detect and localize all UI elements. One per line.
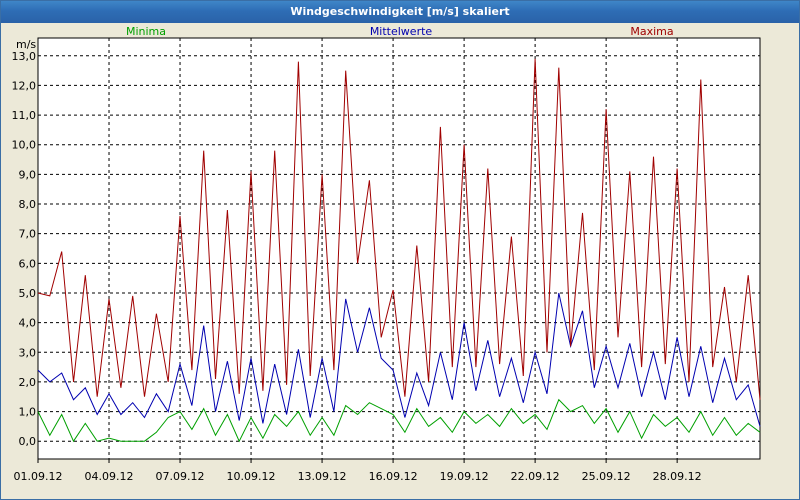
x-tick-label: 25.09.12: [582, 470, 631, 483]
y-tick-label: 9,0: [19, 168, 37, 181]
window-title: Windgeschwindigkeit [m/s] skaliert: [1, 1, 799, 23]
x-axis-ticks: 01.09.12 04.09.12 07.09.12 10.09.12 13.09.12…: [14, 459, 702, 483]
y-tick-label: 2,0: [19, 376, 37, 389]
grid-lines: [37, 38, 760, 459]
x-tick-label: 10.09.12: [227, 470, 276, 483]
y-axis-ticks: 0,0 1,0 2,0 3,0 4,0 5,0 6,0 7,0 8,0 9,0 10,0 11,0 12…: [12, 50, 37, 448]
y-tick-label: 10,0: [12, 139, 37, 152]
y-axis-unit-label: m/s: [16, 38, 36, 51]
x-tick-label: 13.09.12: [298, 470, 347, 483]
y-tick-label: 7,0: [19, 228, 37, 241]
series-line-minima: [37, 398, 761, 443]
y-tick-label: 12,0: [12, 79, 37, 92]
x-tick-label: 01.09.12: [14, 470, 63, 483]
x-tick-label: 22.09.12: [511, 470, 560, 483]
y-tick-label: 0,0: [19, 435, 37, 448]
legend: Minima Mittelwerte Maxima: [126, 25, 674, 38]
series-line-mittelwerte: [37, 292, 761, 427]
x-tick-label: 07.09.12: [156, 470, 205, 483]
y-tick-label: 4,0: [19, 317, 37, 330]
legend-entry-maxima: Maxima: [630, 25, 673, 38]
x-tick-label: 19.09.12: [440, 470, 489, 483]
x-tick-label: 16.09.12: [369, 470, 418, 483]
series-lines: [37, 58, 761, 443]
y-tick-label: 5,0: [19, 287, 37, 300]
legend-entry-minima: Minima: [126, 25, 166, 38]
x-tick-label: 28.09.12: [653, 470, 702, 483]
legend-entry-mittelwerte: Mittelwerte: [370, 25, 433, 38]
y-tick-label: 6,0: [19, 257, 37, 270]
x-tick-label: 04.09.12: [85, 470, 134, 483]
series-line-maxima: [37, 58, 761, 400]
y-tick-label: 3,0: [19, 346, 37, 359]
y-tick-label: 11,0: [12, 109, 37, 122]
y-tick-label: 1,0: [19, 406, 37, 419]
y-tick-label: 8,0: [19, 198, 37, 211]
y-tick-label: 13,0: [12, 50, 37, 63]
